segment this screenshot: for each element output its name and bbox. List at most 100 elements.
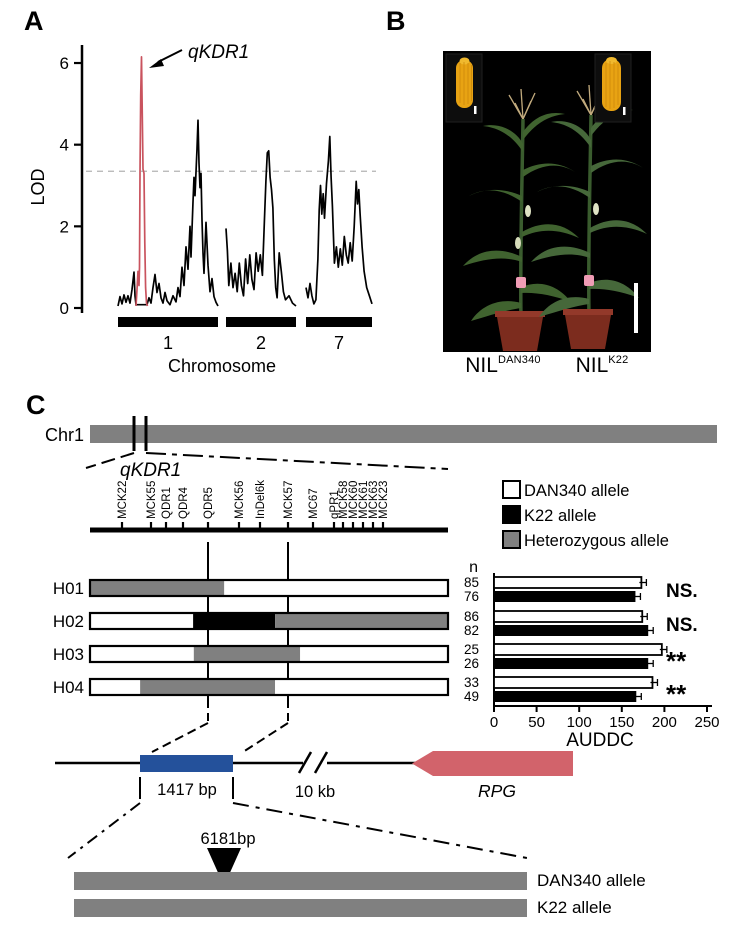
marker-label: MCK61 xyxy=(358,481,370,519)
plant-left xyxy=(463,88,579,351)
auddc-bar-dan340 xyxy=(493,676,654,689)
inset-scale-bar xyxy=(623,107,626,115)
haplotype-bar-H03 xyxy=(88,644,450,664)
gene-break xyxy=(297,751,313,774)
n-value: 85 xyxy=(464,575,479,590)
auddc-bar-k22 xyxy=(494,691,637,702)
marker-label: QDR4 xyxy=(178,486,190,519)
lod-trace-qKDR1 xyxy=(135,56,149,307)
panel-b-label: B xyxy=(386,6,406,36)
lod-plot: 0 2 4 6 LOD 1 2 7 Chromosome qKDR1 xyxy=(28,42,376,376)
haplotype-label: H01 xyxy=(53,579,84,598)
leaves xyxy=(463,112,579,321)
sig-label: NS. xyxy=(666,581,698,602)
rpg-label: RPG xyxy=(478,781,516,801)
n-value: 49 xyxy=(464,689,479,704)
panel-a-label: A xyxy=(24,6,44,36)
qkdr1-annotation: qKDR1 xyxy=(188,42,249,63)
allele-zoom-line-right xyxy=(232,802,528,859)
marker-label: QDR1 xyxy=(161,487,173,519)
legend-label: DAN340 allele xyxy=(524,482,629,500)
marker-label: MC67 xyxy=(308,488,320,519)
lod-trace-2 xyxy=(225,149,297,307)
haplotype-label: H03 xyxy=(53,645,84,664)
lod-trace-1 xyxy=(117,119,219,307)
ear-shoot xyxy=(515,237,521,249)
chromosome-bar xyxy=(226,317,296,327)
lod-y-tick-label: 2 xyxy=(60,217,69,236)
candidate-region-box xyxy=(140,755,233,772)
haplotype-label: H04 xyxy=(53,678,84,697)
chromosome-number: 2 xyxy=(256,333,266,353)
allele-bar xyxy=(74,899,527,917)
sig-label: NS. xyxy=(666,615,698,636)
marker-label: MCK63 xyxy=(368,481,380,519)
haplotype-bar-H04 xyxy=(88,677,450,697)
chromosome-bar xyxy=(306,317,372,327)
allele-zoom-line-left xyxy=(67,802,141,859)
rpg-gene-arrow xyxy=(412,751,573,776)
haplotype-label: H02 xyxy=(53,612,84,631)
n-value: 26 xyxy=(464,656,479,671)
auddc-x-tick-label: 200 xyxy=(652,714,677,731)
inset-scale-bar xyxy=(474,106,477,114)
ear-inset-right xyxy=(594,53,632,123)
gene-break xyxy=(313,751,329,774)
guide-diagonal xyxy=(151,722,209,753)
allele-label: K22 allele xyxy=(537,898,612,917)
haplotype-segment-het xyxy=(90,580,225,596)
marker-label: InDel6k xyxy=(255,480,267,519)
insertion-triangle xyxy=(207,848,241,886)
ear-shoot xyxy=(525,205,531,217)
haplotype-bar-H02 xyxy=(88,611,450,631)
qkdr1-arrow xyxy=(157,49,183,63)
marker-label: QDR5 xyxy=(203,487,215,519)
distance-label: 10 kb xyxy=(295,783,335,801)
qkdr1-arrowhead xyxy=(149,59,164,68)
allele-bar xyxy=(74,872,527,890)
auddc-x-tick-label: 250 xyxy=(694,714,719,731)
corn-ear xyxy=(456,60,473,108)
marker-label: MCK23 xyxy=(378,481,390,519)
auddc-bar-k22 xyxy=(494,591,636,602)
insertion-label: 6181bp xyxy=(200,830,255,848)
auddc-x-tick-label: 0 xyxy=(490,714,498,731)
marker-label: MCK60 xyxy=(348,481,360,519)
plant-photo-art xyxy=(445,53,647,351)
guide-diagonal xyxy=(242,722,289,753)
legend-swatch-k22 xyxy=(502,505,521,524)
ear-inset-left xyxy=(445,53,483,123)
nil-dan340-label: NILDAN340 xyxy=(465,354,541,377)
marker-label: MCK56 xyxy=(234,481,246,519)
chromosome-number: 1 xyxy=(163,333,173,353)
haplotype-segment-dan xyxy=(300,646,448,662)
pot xyxy=(565,315,611,349)
legend-swatch-het xyxy=(502,530,521,549)
chr1-label: Chr1 xyxy=(45,425,84,445)
tassel xyxy=(508,88,536,120)
auddc-bar-k22 xyxy=(494,658,649,669)
haplotype-segment-k22 xyxy=(193,613,276,629)
ear-shoot xyxy=(593,203,599,215)
haplotype-segment-dan xyxy=(275,679,448,695)
lod-trace-7 xyxy=(305,135,373,305)
panel-c-label: C xyxy=(26,390,46,420)
allele-label: DAN340 allele xyxy=(537,871,646,890)
chr1-bar xyxy=(90,425,717,443)
auddc-x-tick-label: 50 xyxy=(528,714,545,731)
lod-y-tick-label: 6 xyxy=(60,54,69,73)
region-size-label: 1417 bp xyxy=(157,781,217,799)
auddc-x-tick-label: 100 xyxy=(567,714,592,731)
lod-y-axis-title: LOD xyxy=(28,168,48,205)
n-value: 76 xyxy=(464,589,479,604)
pot xyxy=(497,317,543,351)
auddc-x-axis-title: AUDDC xyxy=(566,730,634,751)
photo-scale-bar xyxy=(634,283,638,333)
n-header: n xyxy=(469,559,478,576)
n-value: 86 xyxy=(464,609,479,624)
haplotype-segment-dan xyxy=(90,646,194,662)
chromosome-number: 7 xyxy=(334,333,344,353)
marker-label: MCK55 xyxy=(146,481,158,519)
auddc-bar-dan340 xyxy=(493,643,663,656)
